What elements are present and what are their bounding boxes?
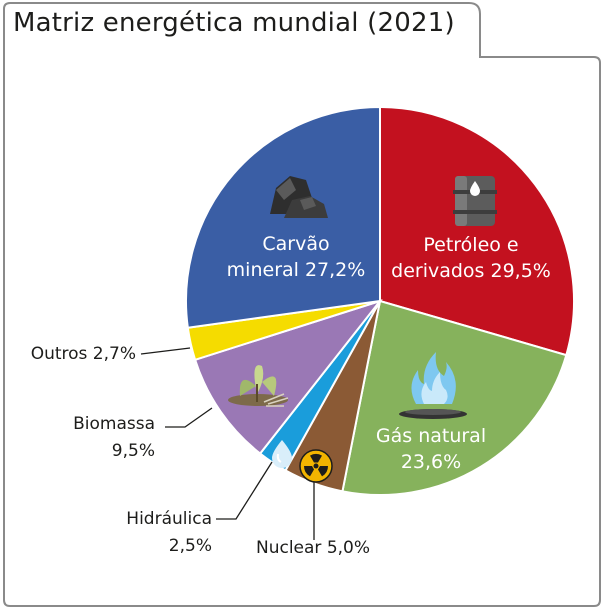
slice-label-carvao: Carvão mineral 27,2% <box>227 233 366 281</box>
oil-barrel-icon <box>453 176 497 226</box>
radiation-icon <box>299 449 333 483</box>
slice-label-petroleo: Petróleo e derivados 29,5% <box>391 234 551 282</box>
pie-slice-petroleo <box>379 105 575 357</box>
slice-icons <box>228 176 497 483</box>
leader-lines <box>140 347 315 540</box>
slice-label-line: Petróleo e <box>423 234 518 256</box>
slice-label-line: Nuclear 5,0% <box>256 538 370 558</box>
leader-line-biomassa <box>165 407 213 428</box>
slice-label-line: Gás natural <box>376 425 486 447</box>
slice-label-line: Hidráulica <box>126 509 212 529</box>
pie-slices <box>185 105 575 496</box>
slice-label-line: derivados 29,5% <box>391 260 551 282</box>
pie-slice-carvao <box>185 105 381 329</box>
slice-label-gas: Gás natural 23,6% <box>376 425 486 473</box>
leader-line-outros <box>140 347 191 355</box>
leader-line-hidraulica <box>216 461 273 520</box>
slice-label-line: 23,6% <box>401 451 461 473</box>
slice-label-nuclear: Nuclear 5,0% <box>256 538 370 558</box>
slice-label-line: Carvão <box>262 233 329 255</box>
pie-slice-gas <box>341 299 568 496</box>
chart-title: Matriz energética mundial (2021) <box>13 8 455 38</box>
slice-label-biomassa: Biomassa 9,5% <box>73 414 155 461</box>
slice-labels: Petróleo e derivados 29,5% Gás natural 23,6… <box>31 233 551 558</box>
coal-icon <box>270 176 328 218</box>
pie-slice-biomassa <box>193 299 383 455</box>
slice-label-line: Outros 2,7% <box>31 344 136 364</box>
slice-label-line: Biomassa <box>73 414 155 434</box>
slice-label-line: 9,5% <box>112 441 155 461</box>
plant-icon <box>228 365 289 407</box>
slice-label-line: mineral 27,2% <box>227 259 366 281</box>
slice-label-outros: Outros 2,7% <box>31 344 136 364</box>
water-drop-icon <box>272 440 292 468</box>
slice-label-hidraulica: Hidráulica 2,5% <box>126 509 212 556</box>
slice-label-line: 2,5% <box>169 536 212 556</box>
gas-flame-icon <box>399 352 467 419</box>
